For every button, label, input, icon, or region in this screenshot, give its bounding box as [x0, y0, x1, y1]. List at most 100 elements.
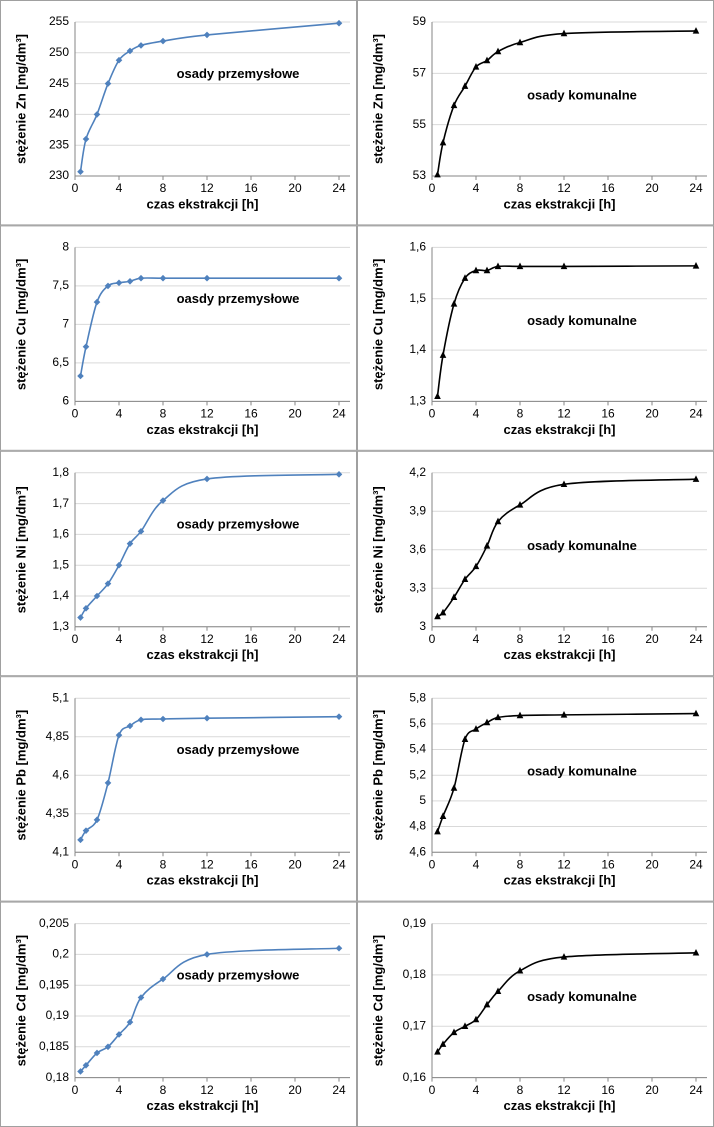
- y-tick-label: 0,185: [39, 1039, 69, 1053]
- x-tick-label: 16: [244, 181, 258, 195]
- data-point: [93, 111, 101, 118]
- data-point: [472, 562, 480, 570]
- data-point: [104, 282, 112, 290]
- y-tick-label: 0,19: [46, 1008, 70, 1022]
- x-tick-label: 0: [72, 857, 79, 871]
- y-tick-label: 5,6: [409, 716, 426, 730]
- x-tick-label: 16: [601, 407, 615, 421]
- data-point: [137, 716, 145, 724]
- data-point: [159, 274, 167, 282]
- data-point: [203, 714, 211, 722]
- panel-border: [0, 676, 357, 902]
- panel-border: [357, 225, 714, 451]
- x-tick-label: 16: [244, 857, 258, 871]
- y-tick-label: 53: [413, 168, 427, 182]
- x-axis-label: czas ekstrakcji [h]: [146, 1098, 258, 1113]
- x-tick-label: 16: [244, 407, 258, 421]
- data-point: [77, 614, 84, 621]
- data-point: [335, 19, 343, 27]
- data-point: [203, 31, 211, 39]
- data-point: [516, 500, 524, 508]
- data-point: [516, 711, 524, 719]
- y-tick-label: 1,6: [409, 240, 426, 254]
- data-point: [516, 966, 524, 974]
- series-line: [436, 30, 697, 175]
- data-point: [104, 580, 112, 587]
- data-point: [82, 827, 90, 834]
- y-axis-label: stężenie Cd [mg/dm³]: [13, 935, 28, 1066]
- data-point: [159, 715, 167, 723]
- y-axis-label: stężenie Pb [mg/dm³]: [13, 710, 28, 841]
- data-point: [104, 80, 112, 87]
- x-tick-label: 0: [72, 181, 79, 195]
- x-tick-label: 4: [116, 1083, 123, 1097]
- data-point: [439, 351, 447, 358]
- x-tick-label: 4: [473, 1083, 480, 1097]
- y-tick-label: 0,19: [403, 916, 427, 930]
- x-tick-label: 20: [645, 181, 659, 195]
- x-tick-label: 12: [200, 181, 214, 195]
- y-tick-label: 4,2: [409, 465, 426, 479]
- x-tick-label: 8: [517, 857, 524, 871]
- y-tick-label: 1,3: [52, 619, 69, 633]
- x-tick-label: 4: [116, 181, 123, 195]
- data-point: [461, 82, 469, 89]
- x-tick-label: 16: [244, 1083, 258, 1097]
- y-tick-label: 3,3: [409, 580, 426, 594]
- panel-border: [357, 676, 714, 902]
- x-tick-label: 4: [116, 407, 123, 421]
- data-point: [439, 1040, 447, 1047]
- x-tick-label: 8: [160, 181, 167, 195]
- x-tick-label: 24: [689, 407, 703, 421]
- y-tick-label: 230: [49, 168, 69, 182]
- data-point: [450, 299, 458, 307]
- data-point: [77, 372, 84, 380]
- data-point: [77, 1068, 84, 1075]
- data-point: [516, 262, 524, 270]
- x-tick-label: 0: [72, 407, 79, 421]
- y-tick-label: 0,18: [403, 967, 427, 981]
- x-tick-label: 20: [288, 407, 302, 421]
- annotation: osady komunalne: [527, 989, 637, 1004]
- data-point: [483, 266, 491, 274]
- data-point: [434, 827, 441, 835]
- x-tick-label: 0: [72, 632, 79, 646]
- y-tick-label: 1,5: [409, 291, 426, 305]
- data-point: [82, 1061, 90, 1069]
- x-tick-label: 8: [160, 407, 167, 421]
- y-tick-label: 0,16: [403, 1070, 427, 1084]
- x-axis-label: czas ekstrakcji [h]: [503, 1098, 615, 1113]
- y-tick-label: 6: [62, 394, 69, 408]
- data-point: [692, 709, 700, 717]
- y-tick-label: 250: [49, 45, 69, 59]
- data-point: [126, 47, 134, 55]
- annotation: osady przemysłowe: [177, 66, 300, 81]
- y-tick-label: 1,7: [52, 496, 69, 510]
- data-point: [335, 274, 343, 282]
- panel-border: [357, 901, 714, 1127]
- data-point: [159, 497, 167, 504]
- data-point: [203, 951, 211, 958]
- data-point: [560, 953, 568, 960]
- x-tick-label: 20: [645, 632, 659, 646]
- data-point: [461, 735, 469, 742]
- data-point: [434, 392, 441, 399]
- data-point: [439, 608, 447, 616]
- data-point: [494, 47, 502, 55]
- y-tick-label: 3,6: [409, 542, 426, 556]
- panel-border: [0, 901, 357, 1127]
- x-tick-label: 8: [160, 857, 167, 871]
- series-line: [79, 715, 340, 841]
- annotation: osady komunalne: [527, 313, 637, 328]
- y-tick-label: 5,2: [409, 767, 426, 781]
- annotation: osady przemysłowe: [177, 742, 300, 757]
- annotation: osady przemysłowe: [177, 967, 300, 982]
- panel-border: [0, 225, 357, 451]
- y-tick-label: 4,6: [52, 767, 69, 781]
- x-tick-label: 8: [517, 407, 524, 421]
- y-tick-label: 1,5: [52, 557, 69, 571]
- x-tick-label: 0: [429, 181, 436, 195]
- x-tick-label: 16: [601, 181, 615, 195]
- x-tick-label: 24: [332, 857, 346, 871]
- x-tick-label: 4: [116, 857, 123, 871]
